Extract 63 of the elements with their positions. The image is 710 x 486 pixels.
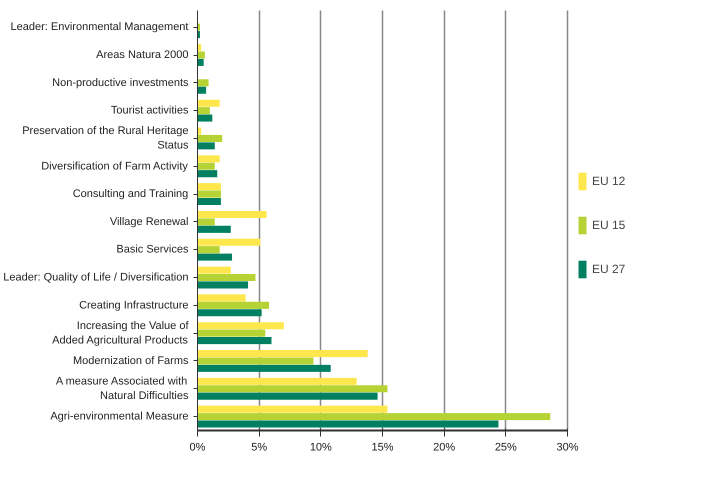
bar xyxy=(198,107,210,114)
y-tick-label: Consulting and Training xyxy=(72,188,188,200)
x-tick-label: 15% xyxy=(371,442,394,454)
bar xyxy=(198,330,266,337)
y-tick-label: Village Renewal xyxy=(110,216,189,228)
y-tick-label: Leader: Quality of Life / Diversification xyxy=(3,272,189,284)
bar xyxy=(198,392,378,400)
bar xyxy=(198,378,357,385)
y-tick-label: Tourist activities xyxy=(110,104,189,117)
bar xyxy=(198,162,215,170)
bar xyxy=(198,274,256,282)
bar xyxy=(198,190,221,198)
bar xyxy=(198,51,205,59)
bar xyxy=(198,337,272,344)
legend-label: EU 15 xyxy=(592,218,626,232)
bar xyxy=(198,79,209,86)
bar xyxy=(198,183,221,190)
bar xyxy=(198,86,206,94)
legend-label: EU 12 xyxy=(592,174,626,188)
y-tick-label: Agri-environmental Measure xyxy=(50,410,188,423)
bar xyxy=(198,210,267,218)
bar xyxy=(198,155,220,162)
bar xyxy=(198,226,231,233)
y-tick-label: Increasing the Value of Added Agricultural Products xyxy=(52,320,190,346)
bar xyxy=(198,198,221,206)
y-tick-label: Basic Services xyxy=(116,244,189,256)
bar xyxy=(198,218,215,226)
bar xyxy=(198,254,232,261)
y-tick-label: Areas Natura 2000 xyxy=(96,49,189,62)
bar xyxy=(198,406,388,413)
y-tick-label: Preservation of the Rural Heritage Status xyxy=(22,125,189,152)
y-tick-label: Creating Infrastructure xyxy=(79,299,188,312)
bar xyxy=(198,134,222,142)
bar xyxy=(198,309,262,316)
x-tick-label: 20% xyxy=(433,442,456,454)
bar xyxy=(198,357,314,364)
y-tick-label: Modernization of Farms xyxy=(72,354,189,367)
x-tick-label: 30% xyxy=(556,442,579,454)
bar xyxy=(198,266,231,274)
legend-label: EU 27 xyxy=(592,262,626,276)
y-tick-label: A measure Associated with Natural Difficulties xyxy=(56,376,189,402)
y-tick-label: Diversification of Farm Activity xyxy=(41,160,188,172)
x-tick-label: 10% xyxy=(310,442,332,454)
bar xyxy=(198,281,248,288)
bar xyxy=(198,302,270,309)
bar xyxy=(198,322,284,330)
y-tick-label: Non-productive investments xyxy=(52,76,189,89)
x-tick-label: 5% xyxy=(251,442,268,454)
bar xyxy=(198,413,550,420)
bar xyxy=(198,238,260,246)
x-tick-label: 25% xyxy=(494,442,518,454)
bar xyxy=(198,246,220,254)
bar xyxy=(198,350,368,358)
y-tick-label: Leader: Environmental Management xyxy=(10,21,189,34)
bar xyxy=(198,100,220,107)
bar xyxy=(198,364,331,372)
x-tick-label: 0% xyxy=(190,442,206,454)
bar xyxy=(198,420,498,428)
bar xyxy=(198,170,218,178)
bar xyxy=(198,142,215,150)
bar xyxy=(198,385,388,392)
bar xyxy=(198,114,212,122)
bar xyxy=(198,294,246,302)
